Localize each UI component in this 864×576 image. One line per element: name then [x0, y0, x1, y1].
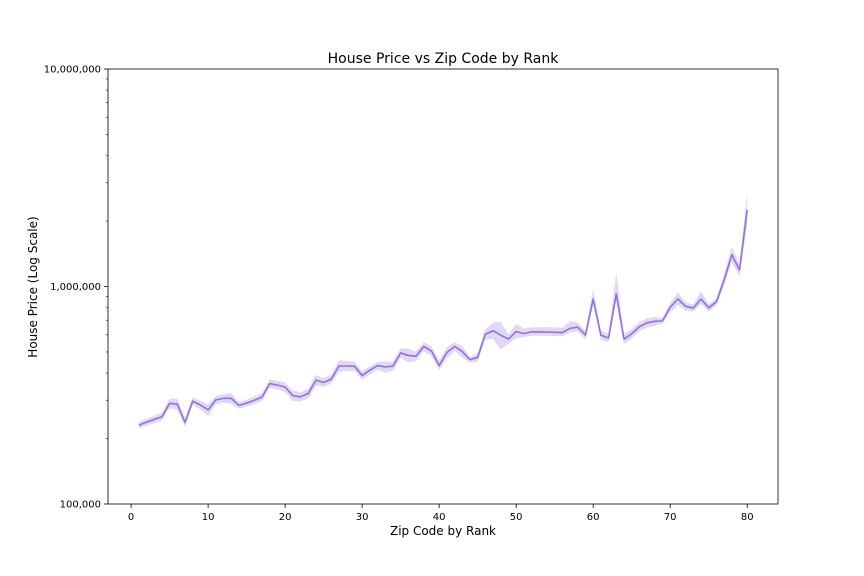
- x-tick-label: 0: [128, 512, 134, 523]
- series-line-layer: [138, 209, 748, 427]
- x-axis-title: Zip Code by Rank: [390, 524, 496, 538]
- y-tick-label: 1,000,000: [50, 282, 101, 293]
- x-tick-label: 70: [664, 512, 677, 523]
- x-tick-label: 30: [356, 512, 369, 523]
- x-tick-label: 40: [433, 512, 446, 523]
- chart-title: House Price vs Zip Code by Rank: [328, 51, 560, 67]
- x-tick-label: 80: [741, 512, 754, 523]
- y-tick-label: 100,000: [60, 500, 101, 511]
- y-tick-label: 10,000,000: [44, 65, 101, 76]
- x-tick-label: 50: [510, 512, 523, 523]
- plot-frame: [107, 68, 779, 505]
- x-tick-label: 20: [279, 512, 292, 523]
- x-axis: 0 10 20 30 40 50 60 70 80: [128, 504, 754, 523]
- x-tick-label: 60: [587, 512, 600, 523]
- x-tick-label: 10: [202, 512, 215, 523]
- series-line: [138, 209, 748, 427]
- y-axis-title: House Price (Log Scale): [26, 216, 40, 357]
